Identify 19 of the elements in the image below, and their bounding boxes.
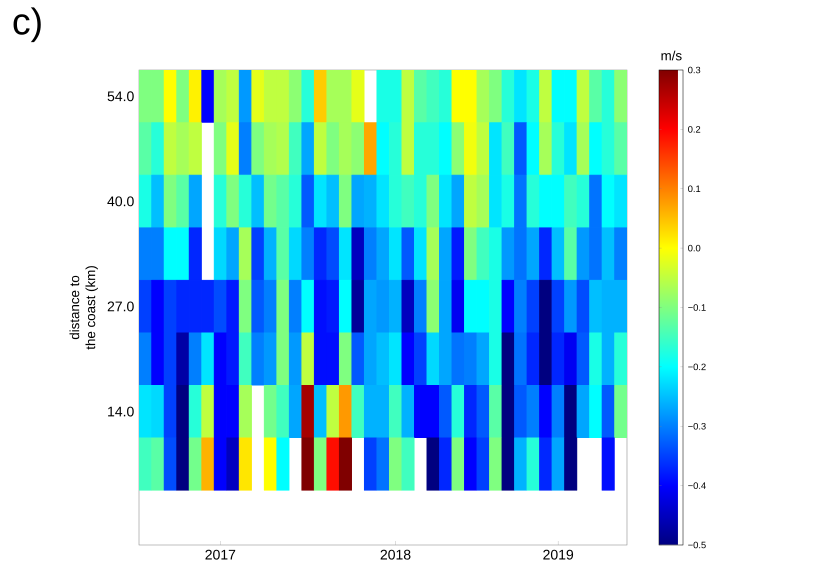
color-bar-label: −0.4 (688, 482, 706, 489)
y-tick-label: 27.0 (108, 301, 134, 312)
color-bar-label: −0.2 (688, 364, 706, 370)
color-bar-label: −0.3 (688, 422, 706, 430)
chart-title: c) (14, 7, 41, 42)
y-tick-label: 54.0 (108, 91, 134, 102)
color-bar-label: 0.2 (688, 126, 700, 133)
y-tick-label: 14.0 (108, 406, 134, 416)
color-bar-label: 0.0 (688, 244, 700, 252)
y-axis-title: distance to the coast (km) (69, 266, 98, 350)
color-bar-label: 0.1 (688, 185, 700, 192)
color-bar-label: −0.1 (688, 304, 706, 311)
x-tick-label: 2017 (205, 550, 236, 560)
x-tick-label: 2019 (543, 550, 574, 560)
x-tick-label: 2018 (380, 550, 410, 560)
color-bar-label: 0.3 (688, 66, 700, 74)
y-tick-label: 40.0 (107, 196, 134, 206)
color-bar-label: −0.5 (688, 542, 706, 548)
color-bar-title: m/s (661, 50, 682, 60)
